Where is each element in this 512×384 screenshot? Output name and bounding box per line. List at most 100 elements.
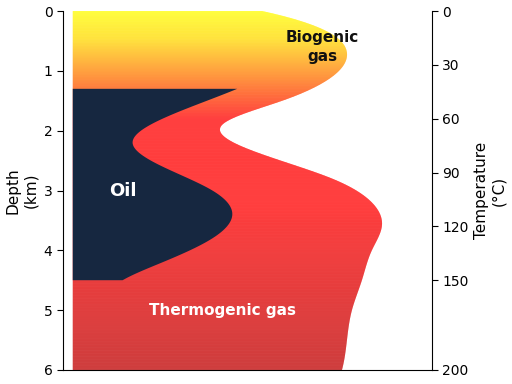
Polygon shape [73, 293, 357, 294]
Polygon shape [73, 110, 253, 111]
Polygon shape [73, 150, 252, 151]
Polygon shape [73, 246, 374, 247]
Polygon shape [73, 144, 239, 145]
Polygon shape [73, 115, 240, 116]
Polygon shape [73, 295, 357, 296]
Polygon shape [73, 64, 344, 65]
Polygon shape [73, 320, 350, 321]
Polygon shape [73, 109, 257, 110]
Polygon shape [73, 199, 369, 200]
Polygon shape [73, 300, 355, 301]
Polygon shape [73, 100, 284, 101]
Polygon shape [73, 195, 365, 196]
Polygon shape [73, 349, 346, 350]
Polygon shape [73, 328, 349, 329]
Polygon shape [73, 367, 343, 368]
Polygon shape [73, 35, 334, 36]
Text: Biogenic
gas: Biogenic gas [285, 30, 358, 64]
Polygon shape [73, 80, 327, 81]
Polygon shape [73, 170, 311, 171]
Polygon shape [73, 206, 376, 207]
Polygon shape [73, 76, 333, 77]
Polygon shape [73, 351, 346, 352]
Polygon shape [73, 11, 265, 12]
Polygon shape [73, 368, 343, 369]
Polygon shape [73, 221, 382, 222]
Polygon shape [73, 318, 350, 319]
Polygon shape [73, 146, 243, 147]
Polygon shape [73, 105, 270, 106]
Polygon shape [73, 227, 382, 228]
Polygon shape [73, 270, 365, 271]
Polygon shape [73, 97, 292, 98]
Polygon shape [73, 200, 370, 201]
Polygon shape [73, 114, 242, 115]
Polygon shape [73, 204, 374, 205]
Polygon shape [73, 256, 369, 257]
Polygon shape [73, 271, 365, 272]
Polygon shape [73, 342, 347, 343]
Polygon shape [73, 160, 281, 161]
Polygon shape [73, 159, 279, 160]
Polygon shape [73, 230, 381, 231]
Polygon shape [73, 127, 221, 128]
Polygon shape [73, 264, 367, 265]
Polygon shape [73, 266, 366, 267]
Polygon shape [73, 343, 347, 344]
Polygon shape [73, 113, 245, 114]
Polygon shape [73, 67, 342, 68]
Polygon shape [73, 337, 347, 338]
Polygon shape [73, 198, 368, 199]
Polygon shape [73, 332, 348, 333]
Polygon shape [73, 193, 361, 194]
Polygon shape [73, 163, 290, 164]
Polygon shape [73, 41, 342, 42]
Polygon shape [73, 269, 365, 270]
Polygon shape [73, 66, 343, 67]
Polygon shape [73, 283, 361, 284]
Polygon shape [73, 233, 380, 234]
Polygon shape [73, 98, 289, 99]
Polygon shape [73, 151, 255, 152]
Polygon shape [73, 224, 382, 225]
Polygon shape [73, 189, 355, 190]
Polygon shape [73, 91, 306, 92]
Polygon shape [73, 137, 226, 138]
Polygon shape [73, 222, 382, 223]
Polygon shape [73, 319, 350, 320]
Polygon shape [73, 175, 326, 176]
Polygon shape [73, 197, 367, 198]
Polygon shape [73, 249, 372, 250]
Polygon shape [73, 182, 342, 183]
Polygon shape [73, 174, 323, 175]
Polygon shape [73, 210, 378, 211]
Polygon shape [73, 177, 331, 178]
Polygon shape [73, 116, 237, 117]
Polygon shape [73, 15, 283, 16]
Polygon shape [73, 369, 342, 370]
Polygon shape [73, 301, 355, 302]
Polygon shape [73, 216, 381, 217]
Polygon shape [73, 350, 346, 351]
Polygon shape [73, 82, 324, 83]
Polygon shape [73, 292, 358, 293]
Polygon shape [73, 345, 347, 346]
Polygon shape [73, 152, 258, 153]
Polygon shape [73, 32, 329, 33]
Polygon shape [73, 276, 363, 277]
Polygon shape [73, 304, 354, 305]
Polygon shape [73, 275, 364, 276]
Polygon shape [73, 341, 347, 342]
Polygon shape [73, 298, 356, 299]
Polygon shape [73, 184, 346, 185]
Polygon shape [73, 178, 332, 179]
Polygon shape [73, 39, 339, 40]
Polygon shape [73, 297, 356, 298]
Polygon shape [73, 135, 223, 136]
Polygon shape [73, 61, 346, 62]
Polygon shape [73, 136, 224, 137]
Polygon shape [73, 12, 270, 13]
Polygon shape [73, 143, 236, 144]
Polygon shape [73, 88, 313, 89]
Polygon shape [73, 261, 368, 262]
